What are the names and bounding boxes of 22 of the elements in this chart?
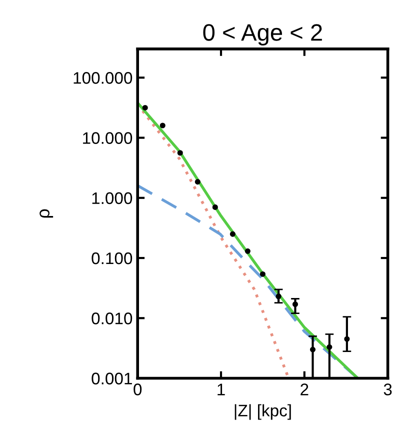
x-tick-label: 1 bbox=[218, 384, 225, 396]
point bbox=[260, 271, 266, 277]
point bbox=[177, 150, 183, 156]
y-axis-title: ρ bbox=[40, 209, 54, 218]
x-tick-label: 0 bbox=[134, 384, 142, 396]
y-tick-label: 10.000 bbox=[83, 132, 132, 144]
y-tick-label: 0.001 bbox=[92, 372, 132, 384]
x-tick-label: 3 bbox=[384, 384, 392, 396]
y-tick-label: 1.000 bbox=[92, 192, 132, 204]
point bbox=[244, 248, 250, 254]
point bbox=[160, 122, 166, 128]
point bbox=[142, 104, 148, 110]
chart-title: 0 < Age < 2 bbox=[203, 24, 322, 46]
point bbox=[212, 204, 218, 210]
y-tick-label: 0.010 bbox=[92, 312, 132, 324]
x-tick-label: 2 bbox=[300, 384, 308, 396]
point bbox=[194, 179, 200, 185]
y-tick-label: 0.100 bbox=[92, 252, 132, 264]
y-tick-label: 100.000 bbox=[74, 72, 132, 84]
point bbox=[230, 231, 236, 237]
line-series bbox=[138, 102, 360, 378]
x-axis-title: |Z| [kpc] bbox=[234, 404, 291, 420]
